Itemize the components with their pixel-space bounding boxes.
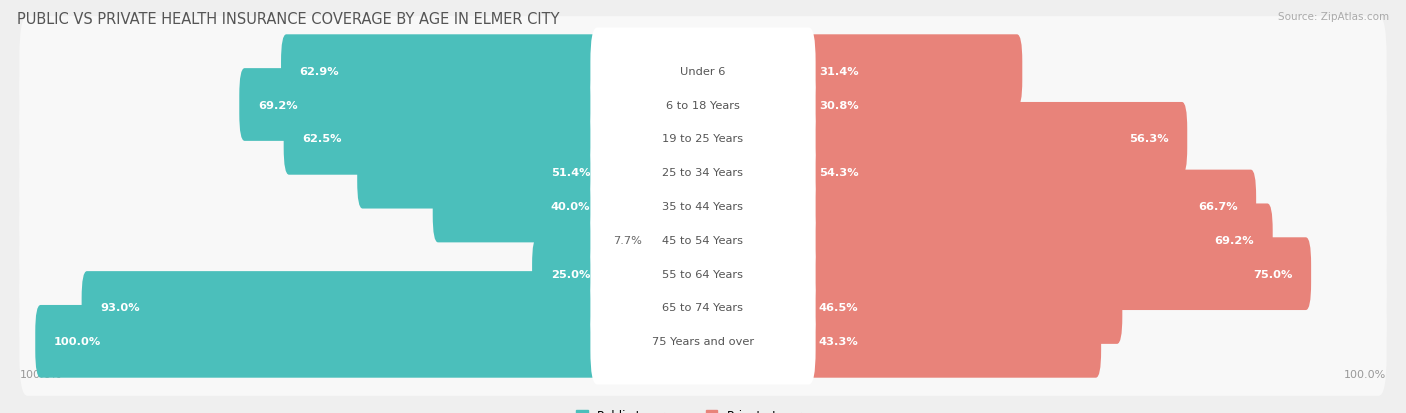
FancyBboxPatch shape bbox=[20, 220, 1386, 328]
Text: 69.2%: 69.2% bbox=[1215, 235, 1254, 245]
Text: 7.7%: 7.7% bbox=[613, 235, 643, 245]
FancyBboxPatch shape bbox=[591, 197, 815, 283]
Text: 69.2%: 69.2% bbox=[257, 100, 298, 110]
Text: 35 to 44 Years: 35 to 44 Years bbox=[662, 202, 744, 211]
Text: 30.8%: 30.8% bbox=[818, 100, 859, 110]
Text: 51.4%: 51.4% bbox=[551, 168, 591, 178]
FancyBboxPatch shape bbox=[20, 152, 1386, 261]
Text: 75.0%: 75.0% bbox=[1253, 269, 1292, 279]
Text: 62.9%: 62.9% bbox=[299, 66, 339, 76]
Legend: Public Insurance, Private Insurance: Public Insurance, Private Insurance bbox=[571, 404, 835, 413]
Text: 100.0%: 100.0% bbox=[53, 337, 101, 347]
FancyBboxPatch shape bbox=[591, 28, 815, 114]
Text: 25 to 34 Years: 25 to 34 Years bbox=[662, 168, 744, 178]
Text: Under 6: Under 6 bbox=[681, 66, 725, 76]
FancyBboxPatch shape bbox=[591, 130, 815, 216]
FancyBboxPatch shape bbox=[591, 164, 815, 249]
Text: 19 to 25 Years: 19 to 25 Years bbox=[662, 134, 744, 144]
Text: 6 to 18 Years: 6 to 18 Years bbox=[666, 100, 740, 110]
Text: 65 to 74 Years: 65 to 74 Years bbox=[662, 303, 744, 313]
Text: 62.5%: 62.5% bbox=[302, 134, 342, 144]
FancyBboxPatch shape bbox=[648, 214, 658, 266]
Text: 66.7%: 66.7% bbox=[1198, 202, 1237, 211]
FancyBboxPatch shape bbox=[20, 51, 1386, 159]
FancyBboxPatch shape bbox=[20, 85, 1386, 193]
Text: 93.0%: 93.0% bbox=[100, 303, 139, 313]
FancyBboxPatch shape bbox=[82, 271, 602, 344]
Text: 56.3%: 56.3% bbox=[1129, 134, 1168, 144]
FancyBboxPatch shape bbox=[357, 136, 602, 209]
Text: 43.3%: 43.3% bbox=[818, 337, 859, 347]
Text: 25.0%: 25.0% bbox=[551, 269, 591, 279]
Text: 31.4%: 31.4% bbox=[818, 66, 859, 76]
FancyBboxPatch shape bbox=[433, 170, 602, 243]
FancyBboxPatch shape bbox=[804, 204, 1272, 277]
FancyBboxPatch shape bbox=[591, 299, 815, 385]
FancyBboxPatch shape bbox=[20, 17, 1386, 126]
FancyBboxPatch shape bbox=[20, 287, 1386, 396]
FancyBboxPatch shape bbox=[804, 103, 1187, 175]
Text: 75 Years and over: 75 Years and over bbox=[652, 337, 754, 347]
FancyBboxPatch shape bbox=[591, 62, 815, 148]
Text: 40.0%: 40.0% bbox=[551, 202, 591, 211]
Text: 45 to 54 Years: 45 to 54 Years bbox=[662, 235, 744, 245]
Text: 46.5%: 46.5% bbox=[818, 303, 859, 313]
FancyBboxPatch shape bbox=[281, 35, 602, 108]
Text: 55 to 64 Years: 55 to 64 Years bbox=[662, 269, 744, 279]
Text: PUBLIC VS PRIVATE HEALTH INSURANCE COVERAGE BY AGE IN ELMER CITY: PUBLIC VS PRIVATE HEALTH INSURANCE COVER… bbox=[17, 12, 560, 27]
FancyBboxPatch shape bbox=[591, 265, 815, 351]
FancyBboxPatch shape bbox=[239, 69, 602, 142]
FancyBboxPatch shape bbox=[804, 305, 1101, 378]
Text: 54.3%: 54.3% bbox=[818, 168, 859, 178]
FancyBboxPatch shape bbox=[35, 305, 602, 378]
FancyBboxPatch shape bbox=[20, 186, 1386, 294]
FancyBboxPatch shape bbox=[804, 271, 1122, 344]
FancyBboxPatch shape bbox=[20, 119, 1386, 227]
FancyBboxPatch shape bbox=[804, 170, 1256, 243]
FancyBboxPatch shape bbox=[531, 238, 602, 310]
FancyBboxPatch shape bbox=[20, 254, 1386, 362]
FancyBboxPatch shape bbox=[591, 231, 815, 317]
FancyBboxPatch shape bbox=[804, 35, 1022, 108]
FancyBboxPatch shape bbox=[284, 103, 602, 175]
FancyBboxPatch shape bbox=[804, 69, 1018, 142]
Text: Source: ZipAtlas.com: Source: ZipAtlas.com bbox=[1278, 12, 1389, 22]
FancyBboxPatch shape bbox=[591, 96, 815, 182]
FancyBboxPatch shape bbox=[804, 238, 1312, 310]
FancyBboxPatch shape bbox=[804, 136, 1174, 209]
